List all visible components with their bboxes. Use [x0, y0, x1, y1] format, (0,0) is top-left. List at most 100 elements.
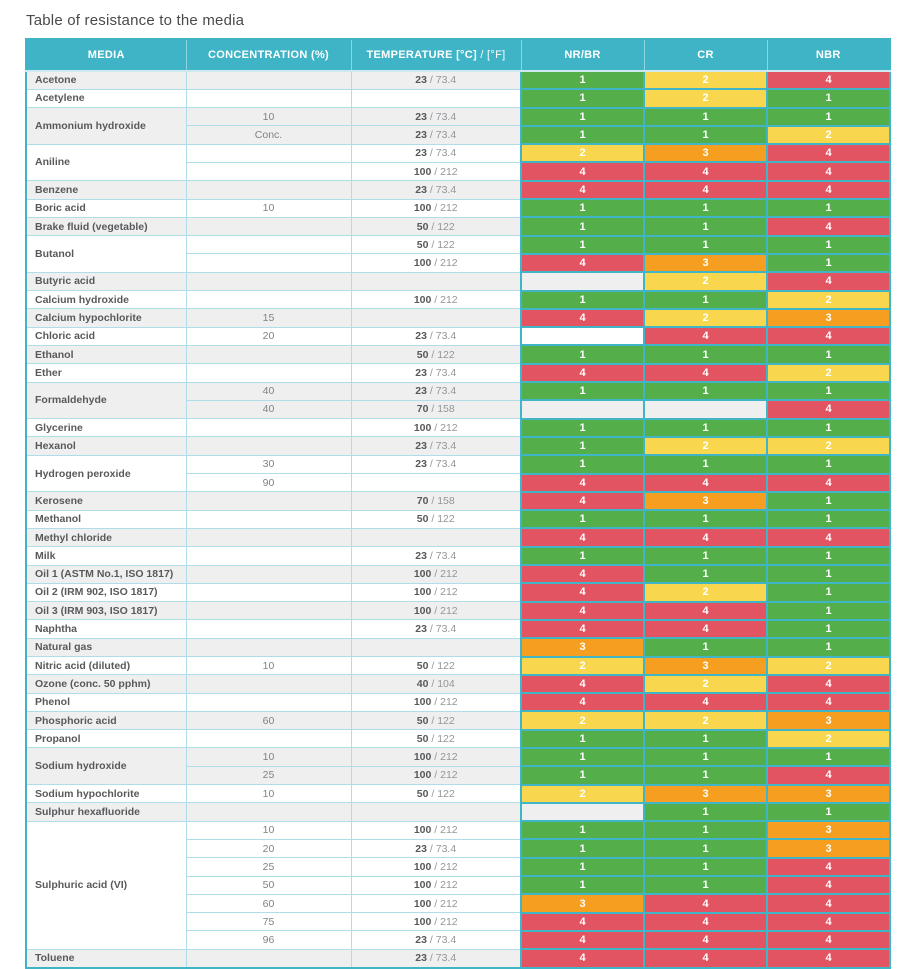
rating-cell-cr: 1	[643, 563, 768, 585]
concentration-cell	[185, 527, 352, 548]
rating-cell-nrbr	[520, 801, 645, 823]
temperature-cell: 23 / 73.4	[350, 930, 522, 950]
temperature-fahrenheit: / 73.4	[426, 549, 457, 562]
rating-cell-cr: 1	[643, 765, 768, 786]
concentration-cell	[185, 564, 352, 584]
rating-cell-nbr: 1	[766, 600, 891, 621]
table-row: Kerosene 70 / 158 4 3 1	[26, 490, 891, 512]
temperature-cell	[350, 473, 522, 493]
temperature-fahrenheit: / 212	[431, 586, 458, 599]
rating-cell-nrbr: 2	[520, 655, 645, 676]
temperature-cell: 23 / 73.4	[350, 838, 522, 859]
temperature-cell: 100 / 212	[350, 198, 522, 218]
rating-cell-cr: 4	[643, 362, 768, 384]
temperature-cell: 100 / 212	[350, 747, 522, 767]
table-row: 25 100 / 212 1 1 4	[26, 765, 891, 786]
temperature-fahrenheit: / 122	[428, 238, 455, 251]
rating-cell-cr: 4	[643, 929, 768, 951]
rating-cell-nrbr: 4	[520, 490, 645, 512]
concentration-cell: 10	[185, 784, 352, 804]
table-row: Glycerine 100 / 212 1 1 1	[26, 417, 891, 438]
concentration-cell	[185, 418, 352, 438]
concentration-cell	[185, 802, 352, 822]
temperature-celsius: 100	[413, 751, 432, 764]
rating-cell-cr: 1	[643, 198, 768, 219]
rating-cell-nbr: 2	[766, 655, 891, 676]
temperature-celsius: 50	[416, 513, 429, 526]
temperature-cell: 100 / 212	[350, 820, 522, 840]
table-row: Ether 23 / 73.4 4 4 2	[26, 362, 891, 384]
concentration-cell: 96	[185, 930, 352, 950]
temperature-fahrenheit: / 212	[431, 860, 458, 873]
temperature-fahrenheit: / 122	[428, 714, 455, 727]
rating-cell-cr	[643, 399, 768, 420]
page-title: Table of resistance to the media	[26, 12, 245, 29]
temperature-fahrenheit: / 73.4	[426, 330, 457, 343]
table-row: Sodium hypochlorite 10 50 / 122 2 3 3	[26, 783, 891, 804]
media-cell: Acetone	[26, 70, 187, 90]
rating-cell-nrbr: 1	[520, 838, 645, 859]
rating-cell-nbr: 4	[766, 893, 891, 914]
header-row: MEDIA CONCENTRATION (%) TEMPERATURE [°C]…	[26, 39, 890, 72]
rating-cell-nrbr: 1	[520, 106, 645, 127]
media-cell: Ethanol	[26, 344, 187, 365]
temperature-celsius: 100	[413, 421, 432, 434]
temperature-cell: 23 / 73.4	[350, 143, 522, 163]
temperature-celsius: 100	[413, 586, 432, 599]
temperature-celsius: 50	[416, 238, 429, 251]
rating-cell-nrbr: 1	[520, 69, 645, 91]
temperature-fahrenheit: / 73.4	[426, 458, 457, 471]
rating-cell-cr: 1	[643, 820, 768, 841]
rating-cell-nrbr: 4	[520, 582, 645, 603]
rating-cell-nrbr: 2	[520, 710, 645, 731]
media-cell: Aniline	[26, 143, 187, 182]
concentration-cell: 90	[185, 473, 352, 493]
temperature-celsius: 70	[416, 403, 429, 416]
table-row: Ozone (conc. 50 pphm) 40 / 104 4 2 4	[26, 673, 891, 695]
rating-cell-cr: 1	[643, 454, 768, 475]
temperature-cell: 100 / 212	[350, 857, 522, 877]
media-cell: Brake fluid (vegetable)	[26, 216, 187, 237]
rating-cell-nbr: 1	[766, 490, 891, 512]
temperature-cell: 40 / 104	[350, 674, 522, 694]
rating-cell-cr: 1	[643, 728, 768, 750]
media-cell: Oil 2 (IRM 902, ISO 1817)	[26, 582, 187, 603]
rating-cell-cr: 2	[643, 271, 768, 292]
temperature-celsius: 23	[415, 366, 427, 379]
concentration-cell	[185, 436, 352, 456]
rating-cell-nbr: 1	[766, 801, 891, 823]
temperature-celsius: 23	[415, 330, 427, 343]
concentration-cell	[185, 161, 352, 182]
temperature-fahrenheit: / 73.4	[426, 385, 457, 398]
rating-cell-nbr: 3	[766, 307, 891, 329]
rating-cell-cr: 1	[643, 746, 768, 768]
temperature-celsius: 23	[415, 385, 427, 398]
temperature-celsius: 50	[416, 220, 429, 233]
temperature-fahrenheit: / 212	[431, 604, 458, 617]
column-header-concentration: CONCENTRATION (%)	[185, 39, 351, 72]
temperature-fahrenheit: / 122	[428, 348, 455, 361]
rating-cell-nbr: 4	[766, 472, 891, 493]
rating-cell-nbr: 4	[766, 326, 891, 347]
media-cell: Acetylene	[26, 88, 187, 109]
table-row: Butanol 50 / 122 1 1 1	[26, 234, 891, 273]
rating-cell-nbr: 3	[766, 838, 891, 859]
table-row: Milk 23 / 73.4 1 1 1	[26, 545, 891, 567]
table-row: Hydrogen peroxide 30 23 / 73.4 1 1 1	[26, 454, 891, 493]
concentration-cell: 40	[185, 381, 352, 401]
rating-cell-nbr: 1	[766, 545, 891, 567]
media-cell: Butyric acid	[26, 271, 187, 292]
media-cell: Benzene	[26, 180, 187, 200]
rating-cell-nrbr: 1	[520, 344, 645, 365]
temperature-cell: 23 / 73.4	[350, 70, 522, 90]
concentration-cell	[185, 582, 352, 603]
rating-cell-nbr: 4	[766, 911, 891, 932]
temperature-celsius: 100	[413, 604, 432, 617]
table-row: Boric acid 10 100 / 212 1 1 1	[26, 198, 891, 219]
table-row: Oil 2 (IRM 902, ISO 1817) 100 / 212 4 2 1	[26, 582, 891, 603]
temperature-cell: 23 / 73.4	[350, 436, 522, 456]
rating-cell-nbr: 4	[766, 765, 891, 786]
rating-cell-cr: 1	[643, 289, 768, 310]
rating-cell-cr: 4	[643, 326, 768, 347]
concentration-cell	[185, 235, 352, 255]
